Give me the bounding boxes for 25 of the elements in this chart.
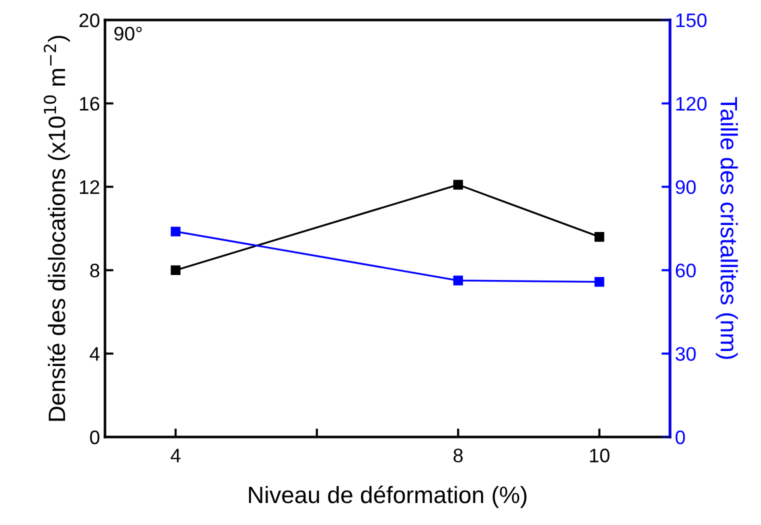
y2-tick-label: 30 (676, 347, 696, 361)
x-axis-title: Niveau de déformation (%) (249, 486, 526, 508)
y2-tick-label: 0 (676, 430, 685, 444)
y2-axis-title: Taille des cristallites (nm) (716, 97, 738, 359)
y-tick-label: 12 (80, 180, 100, 194)
x-tick-label: 8 (454, 448, 463, 462)
y-tick-label: 0 (90, 430, 100, 444)
y2-tick-label: 90 (676, 180, 696, 194)
y-tick-label: 8 (90, 264, 100, 278)
point (594, 277, 604, 287)
y-tick-label: 16 (80, 96, 100, 111)
y-tick-label: 4 (90, 347, 100, 361)
annotation: 90° (114, 26, 142, 41)
y-axis-title: Densité des dislocations (x10$^{10}$ m$^{−2}$) (44, 36, 70, 421)
y2-tick-label: 150 (676, 13, 707, 28)
x-tick-label: 4 (170, 448, 180, 462)
x-tick-label: 10 (590, 448, 610, 462)
point (170, 265, 180, 276)
y2-tick-label: 60 (676, 264, 696, 278)
point (453, 276, 463, 286)
point (594, 232, 604, 242)
point (170, 226, 180, 236)
point (453, 180, 463, 190)
y-tick-label: 20 (79, 13, 100, 28)
y2-tick-label: 120 (676, 96, 707, 111)
